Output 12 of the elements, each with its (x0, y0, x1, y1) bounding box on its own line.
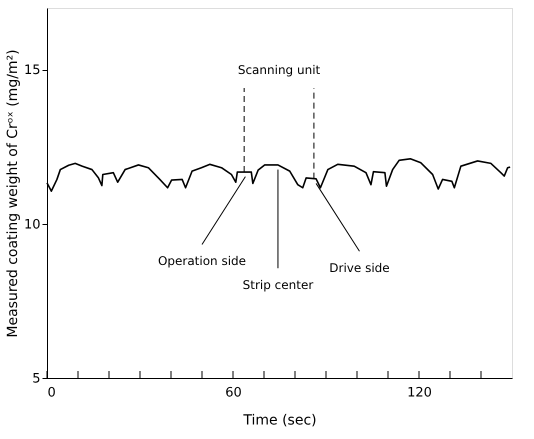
y-tick-label: 15 (24, 63, 40, 78)
x-axis-title: Time (sec) (242, 412, 317, 428)
annotation: Drive side (329, 260, 390, 275)
x-tick-label: 60 (225, 386, 242, 400)
y-axis-title: Measured coating weight of Crᵒˣ (mg/m²) (4, 49, 21, 338)
annotation: Strip center (242, 278, 314, 292)
annotation: Scanning unit (238, 63, 321, 77)
annotation: Operation side (158, 254, 246, 268)
y-tick-label: 5 (32, 372, 40, 386)
x-tick-label: 0 (48, 386, 56, 400)
x-tick-label: 120 (407, 386, 432, 400)
y-tick-label: 10 (24, 217, 40, 232)
